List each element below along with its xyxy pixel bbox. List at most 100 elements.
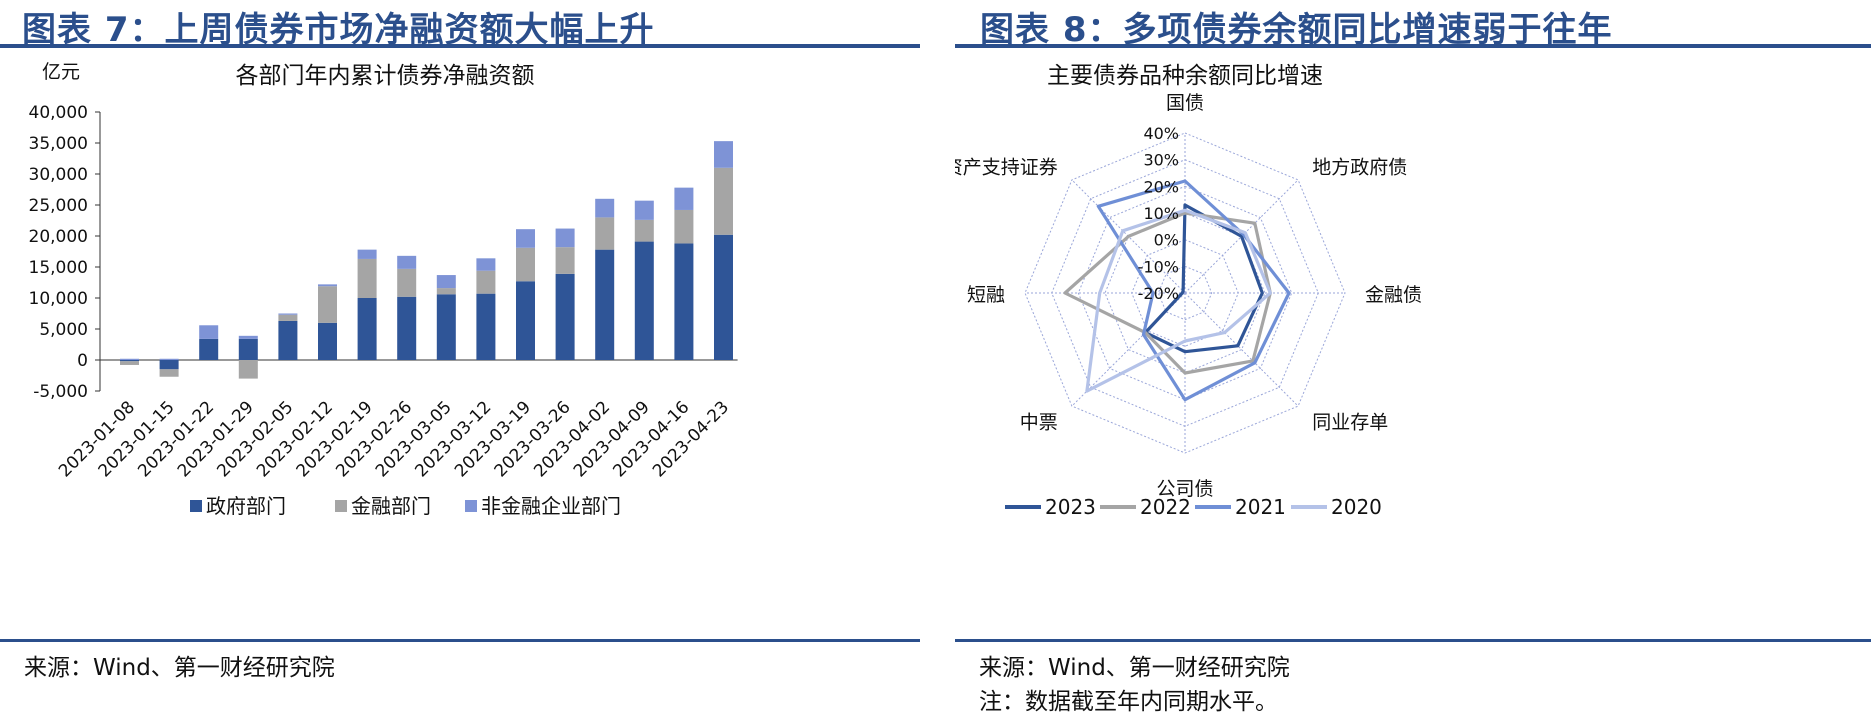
radar-series-line	[1063, 211, 1272, 375]
radar-grid-ring	[1077, 185, 1293, 401]
chart-title: 主要债券品种余额同比增速	[1047, 63, 1323, 89]
radar-tick-label: -20%	[1138, 284, 1179, 303]
bar-segment	[476, 270, 496, 294]
bar-segment	[357, 249, 377, 259]
bar-segment	[199, 338, 219, 360]
bar-segment	[397, 296, 417, 360]
left-title-rule	[0, 44, 920, 48]
radar-grid-ring	[1131, 239, 1239, 347]
bar-segment	[238, 335, 258, 339]
stacked-bar-chart: 各部门年内累计债券净融资额 亿元 -5,000 0 5,000 10,000 15,000 2…	[29, 61, 738, 518]
radar-tick-label: -10%	[1138, 257, 1179, 276]
bar-segment	[674, 209, 694, 244]
radar-axis-label: 国债	[1166, 92, 1204, 114]
legend-swatch	[190, 500, 202, 512]
bar-segment	[634, 219, 654, 242]
left-figure-title: 图表 7：上周债券市场净融资额大幅上升	[22, 10, 655, 50]
bar-segment	[555, 247, 575, 274]
left-source-text: 来源：Wind、第一财经研究院	[24, 655, 335, 681]
bar-segment	[516, 229, 535, 248]
bar-segment	[714, 234, 733, 360]
radar-axis-label: 资产支持证券	[955, 157, 1058, 179]
radar-axis-label: 金融债	[1365, 284, 1422, 306]
radar-tick-label: 40%	[1143, 124, 1179, 143]
right-source-rule	[955, 639, 1871, 642]
bar-segment	[555, 273, 575, 360]
bar-segment	[238, 360, 258, 379]
y-tick-label: -5,000	[33, 382, 88, 402]
bar-segment	[120, 360, 139, 362]
y-tick-label: 40,000	[29, 103, 88, 123]
radar-grid-ring	[1157, 265, 1213, 321]
y-tick-label: 35,000	[29, 134, 88, 154]
radar-axis-label: 同业存单	[1312, 411, 1388, 433]
bar-segment	[199, 325, 219, 339]
legend-label: 政府部门	[206, 494, 286, 518]
bar-segment	[120, 358, 139, 360]
y-tick-label: 10,000	[29, 289, 88, 309]
bar-segment	[714, 141, 733, 168]
bar-segment	[120, 361, 139, 365]
bar-segment	[674, 187, 694, 210]
bar-segment	[595, 249, 615, 360]
bar-segment	[278, 314, 298, 321]
bar-segment	[159, 369, 179, 377]
bar-segment	[318, 322, 337, 360]
bar-segment	[436, 294, 456, 360]
bar-segment	[674, 243, 694, 360]
radar-tick-label: 0%	[1154, 231, 1179, 250]
bar-segment	[516, 281, 535, 360]
right-title-rule	[955, 44, 1871, 48]
radar-axis-label: 公司债	[1156, 478, 1213, 500]
radar-spoke	[1071, 292, 1186, 407]
bar-segment	[159, 360, 179, 370]
y-axis-unit-label: 亿元	[42, 61, 80, 83]
bar-segment	[555, 228, 575, 248]
bar-segment	[238, 338, 258, 360]
legend-label: 2020	[1331, 495, 1382, 519]
bar-segment	[357, 258, 377, 298]
bar-segment	[397, 268, 417, 297]
legend-label: 2022	[1140, 495, 1191, 519]
radar-series-line	[1085, 208, 1272, 393]
radar-spoke	[1184, 292, 1299, 407]
legend-label: 2021	[1235, 495, 1286, 519]
right-figure-panel: 图表 8：多项债券余额同比增速弱于往年 主要债券品种余额同比增速国债地方政府债金…	[955, 0, 1871, 716]
y-tick-label: 15,000	[29, 258, 88, 278]
radar-grid-ring	[1024, 132, 1346, 454]
y-tick-label: 25,000	[29, 196, 88, 216]
radar-series-line	[1096, 179, 1291, 402]
bar-segment	[318, 286, 337, 323]
bar-segment	[318, 284, 337, 287]
radar-tick-label: 30%	[1143, 151, 1179, 170]
y-tick-label: 0	[77, 351, 88, 371]
radar-axis-label: 地方政府债	[1312, 157, 1407, 179]
bar-segment	[516, 247, 535, 282]
legend-label: 2023	[1045, 495, 1096, 519]
radar-axis-label: 中票	[1020, 411, 1058, 433]
y-tick-label: 5,000	[39, 320, 88, 340]
bar-segment	[476, 293, 496, 360]
bar-segment	[357, 298, 377, 360]
bar-segment	[278, 313, 298, 315]
radar-tick-label: 20%	[1143, 177, 1179, 196]
bar-segment	[278, 320, 298, 360]
bar-segment	[476, 258, 496, 271]
right-figure-title: 图表 8：多项债券余额同比增速弱于往年	[980, 10, 1613, 50]
right-source-text: 来源：Wind、第一财经研究院	[979, 655, 1290, 681]
bar-segment	[714, 167, 733, 235]
bar-segment	[159, 358, 179, 360]
legend-swatch	[465, 500, 477, 512]
chart-title: 各部门年内累计债券净融资额	[236, 63, 535, 89]
legend-label: 非金融企业部门	[481, 494, 621, 518]
bar-segment	[595, 198, 615, 218]
radar-axis-label: 短融	[967, 284, 1005, 306]
bar-segment	[436, 275, 456, 289]
right-note-text: 注：数据截至年内同期水平。	[979, 689, 1278, 715]
radar-series-line	[1143, 203, 1264, 354]
legend-swatch	[335, 500, 347, 512]
bar-segment	[397, 255, 417, 269]
y-tick-label: 30,000	[29, 165, 88, 185]
y-tick-label: 20,000	[29, 227, 88, 247]
